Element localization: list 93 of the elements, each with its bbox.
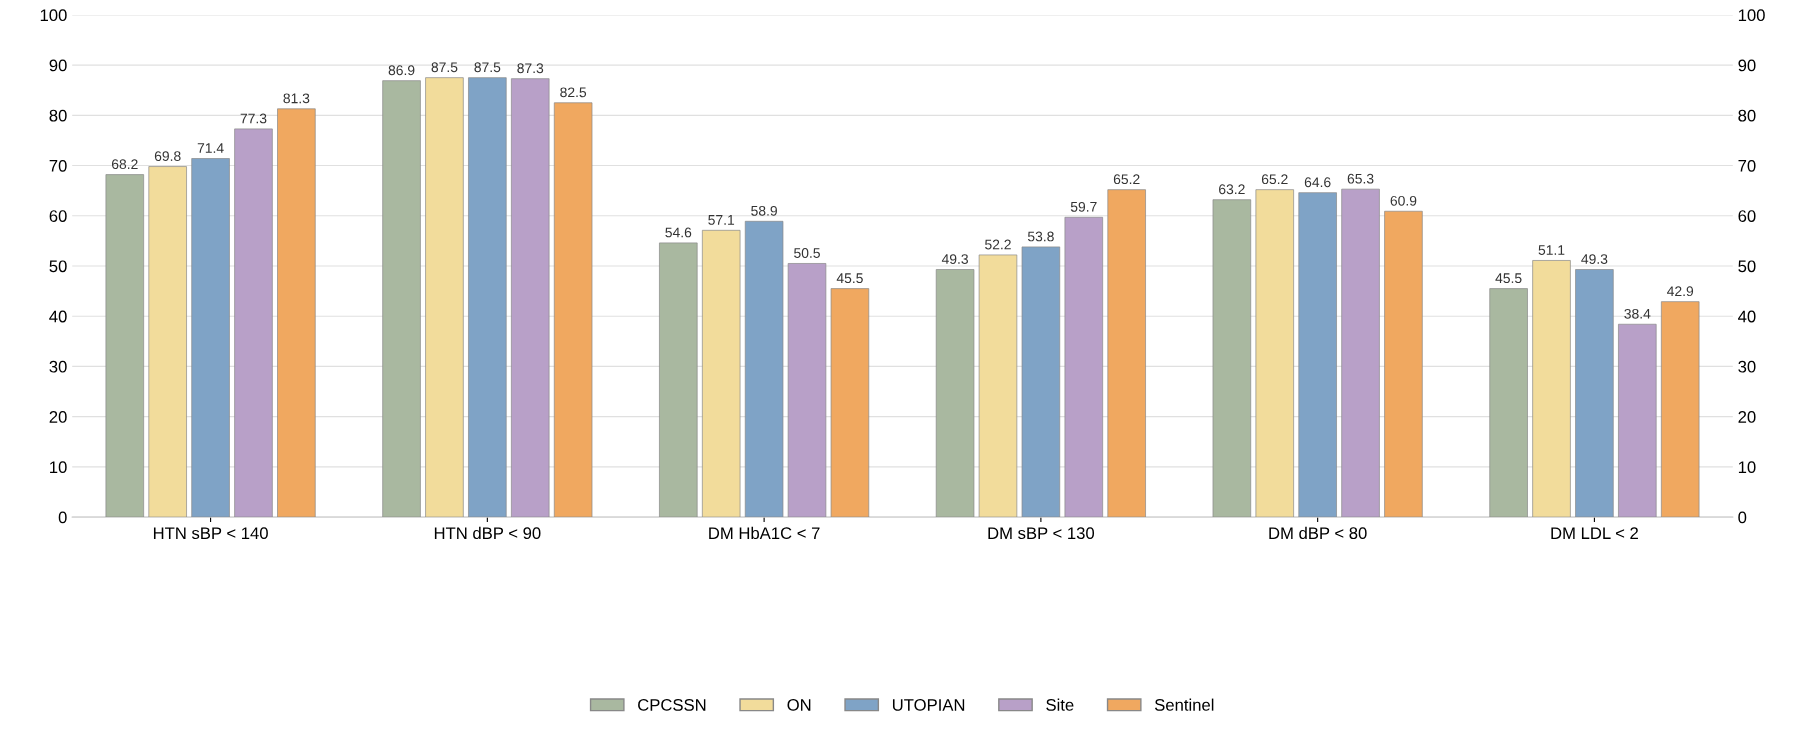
- x-tick-label: DM LDL < 2: [1551, 527, 1638, 539]
- data-label: 38.4: [1624, 308, 1651, 319]
- x-tick-label: DM HbA1C < 7: [709, 526, 820, 540]
- data-label: 65.3: [1347, 173, 1374, 184]
- data-label: 52.2: [985, 239, 1011, 250]
- data-label: 59.7: [1070, 201, 1097, 212]
- y-tick-label: 100: [40, 9, 67, 22]
- bar: [382, 80, 421, 518]
- legend-label: Sentinel: [1154, 698, 1214, 711]
- data-label: 87.5: [474, 62, 501, 73]
- y-tick-label: 80: [49, 109, 67, 122]
- y2-tick-label: 0: [1738, 511, 1747, 524]
- bar: [1384, 210, 1423, 518]
- bar: [1021, 246, 1061, 518]
- data-label: 49.3: [941, 254, 968, 264]
- data-label: 86.9: [388, 65, 415, 76]
- y-tick-label: 0: [58, 511, 67, 524]
- y2-tick-label: 100: [1738, 9, 1765, 22]
- bar: [1064, 216, 1104, 518]
- y-tick-label: 30: [49, 360, 67, 373]
- data-label: 81.3: [283, 93, 310, 104]
- bar: [1489, 288, 1528, 518]
- x-tick-label: HTN sBP < 140: [153, 527, 268, 540]
- legend-label: UTOPIAN: [892, 699, 965, 711]
- bar: [978, 254, 1018, 518]
- data-label: 53.8: [1027, 231, 1054, 242]
- y-tick-label: 50: [49, 260, 67, 273]
- y-tick-label: 10: [50, 461, 67, 474]
- bar: [935, 269, 975, 518]
- data-label: 64.6: [1304, 177, 1331, 188]
- y2-tick-label: 40: [1738, 310, 1756, 323]
- data-label: 69.8: [154, 151, 181, 162]
- y-tick-label: 70: [49, 159, 67, 172]
- bar: [511, 78, 550, 518]
- x-tick-label: DM sBP < 130: [988, 527, 1095, 540]
- bar: [468, 77, 507, 518]
- bar: [105, 174, 145, 518]
- data-label: 65.2: [1113, 174, 1140, 185]
- data-label: 71.4: [197, 143, 224, 153]
- bar: [1255, 189, 1294, 518]
- bar: [1575, 269, 1614, 518]
- legend-label: CPCSSN: [638, 699, 706, 711]
- data-label: 82.5: [560, 87, 587, 98]
- data-label: 77.3: [240, 113, 267, 124]
- bar: [1660, 301, 1700, 518]
- bar: [659, 242, 698, 518]
- legend-label: Site: [1046, 698, 1074, 711]
- bar: [830, 288, 870, 518]
- y2-tick-label: 60: [1738, 210, 1756, 222]
- bar: [425, 77, 464, 518]
- data-label: 45.5: [836, 273, 863, 284]
- y2-tick-label: 80: [1738, 109, 1756, 122]
- data-label: 60.9: [1390, 195, 1417, 206]
- y2-tick-label: 90: [1738, 59, 1756, 72]
- data-label: 87.3: [517, 63, 544, 74]
- data-label: 51.1: [1538, 245, 1565, 255]
- y2-tick-label: 10: [1738, 461, 1756, 474]
- bar: [1107, 189, 1146, 518]
- bar: [277, 108, 316, 518]
- data-label: 65.2: [1261, 174, 1288, 185]
- data-label: 49.3: [1581, 254, 1608, 264]
- y-tick-label: 20: [49, 411, 67, 423]
- bar: [148, 166, 187, 518]
- x-tick-label: HTN dBP < 90: [434, 526, 541, 540]
- y-tick-label: 60: [49, 210, 67, 222]
- y2-tick-label: 20: [1738, 411, 1756, 423]
- data-label: 50.5: [794, 248, 820, 258]
- bar: [553, 102, 593, 518]
- bar: [1212, 199, 1252, 518]
- data-label: 42.9: [1667, 286, 1694, 297]
- bar: [1532, 260, 1571, 518]
- y-tick-label: 90: [49, 59, 67, 72]
- bar: [191, 158, 230, 518]
- y2-tick-label: 70: [1738, 159, 1756, 172]
- y-tick-label: 40: [49, 310, 67, 323]
- data-label: 54.6: [665, 227, 692, 238]
- data-label: 58.9: [751, 205, 777, 216]
- data-label: 68.2: [111, 159, 138, 170]
- data-label: 57.1: [708, 215, 735, 225]
- data-label: 87.5: [431, 62, 458, 73]
- bar: [1341, 188, 1380, 518]
- data-label: 63.2: [1219, 184, 1245, 195]
- legend-label: ON: [787, 699, 811, 711]
- bar: [787, 263, 827, 518]
- bar: [1298, 192, 1337, 518]
- bar: [1618, 323, 1657, 518]
- data-label: 45.5: [1495, 273, 1522, 284]
- bar: [701, 229, 741, 518]
- bar: [744, 220, 784, 518]
- bar: [234, 128, 273, 518]
- y2-tick-label: 30: [1738, 360, 1756, 373]
- y2-tick-label: 50: [1738, 260, 1756, 273]
- x-tick-label: DM dBP < 80: [1269, 526, 1367, 540]
